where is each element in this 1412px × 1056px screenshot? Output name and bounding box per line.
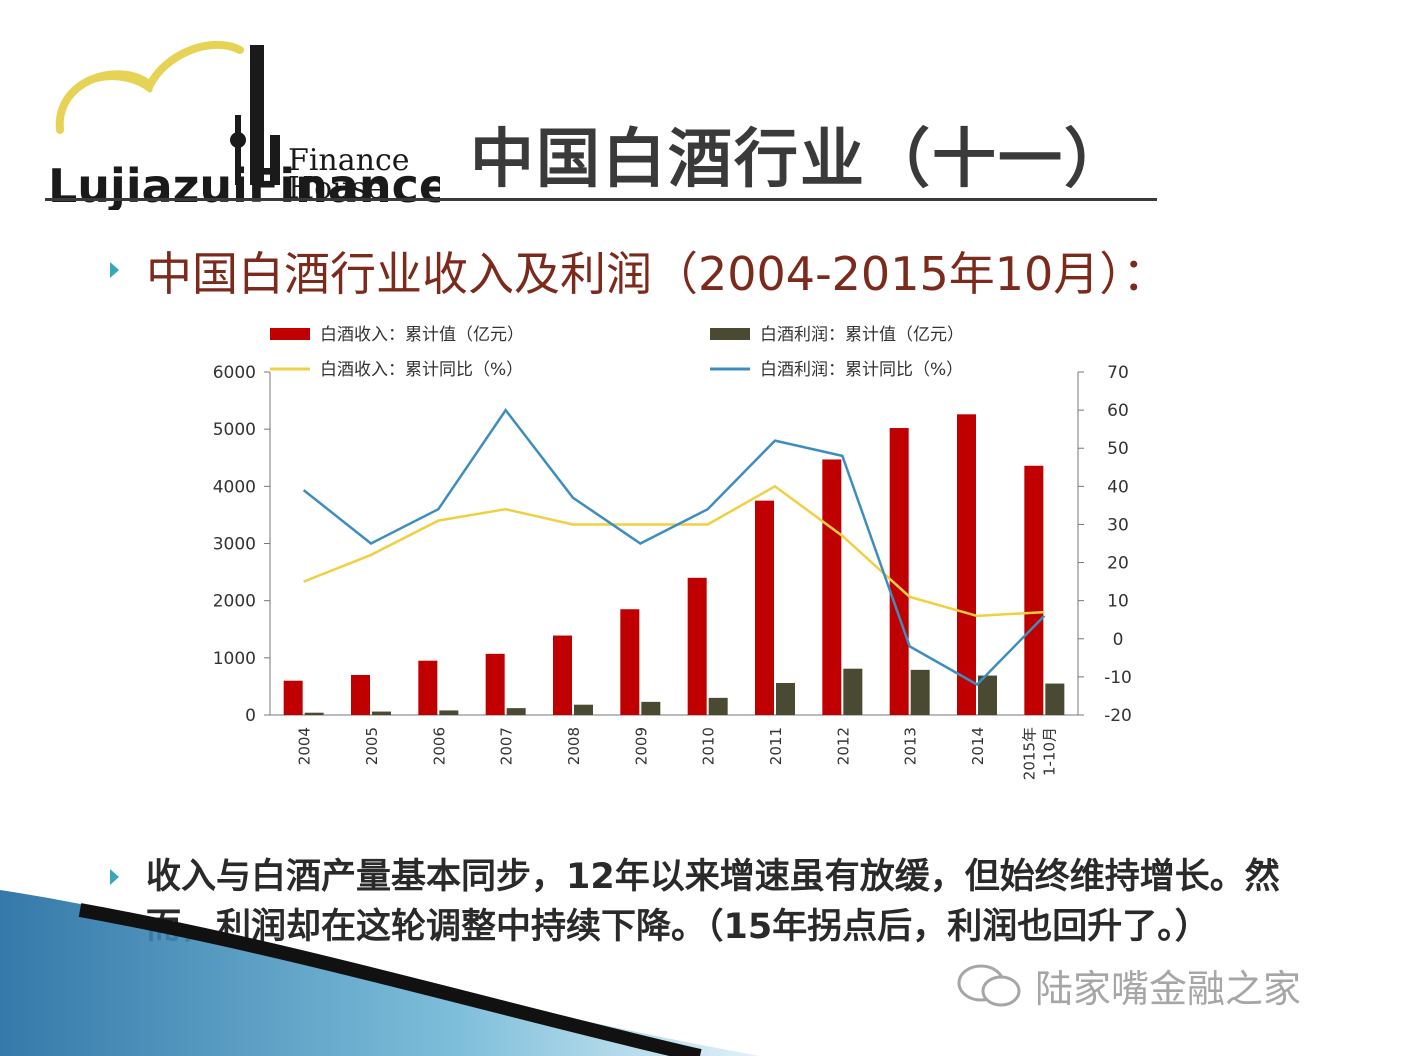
bar-revenue (553, 635, 572, 715)
bar-profit (574, 704, 593, 715)
x-tick-label: 2014 (969, 727, 987, 765)
slide-title: 中国白酒行业（十一） (470, 123, 1130, 197)
x-tick-label: 2008 (565, 727, 583, 765)
watermark-text: 陆家嘴金融之家 (1035, 967, 1302, 1011)
x-tick-label: 2009 (632, 727, 650, 765)
x-tick-label: 2004 (296, 727, 314, 765)
x-tick-label: 2006 (430, 727, 448, 765)
bar-profit (439, 710, 459, 715)
watermark: 陆家嘴金融之家 (955, 958, 1301, 1013)
chart-subtitle: 中国白酒行业收入及利润（2004-2015年10月）： (146, 247, 1169, 301)
x-tick-label: 2015年 (1020, 727, 1038, 780)
body-text: 收入与白酒产量基本同步，12年以来增速虽有放缓，但始终维持增长。然而，利润却在这… (146, 857, 1280, 947)
legend-label: 白酒利润：累计值（亿元） (760, 325, 964, 345)
bar-revenue (957, 414, 976, 715)
bar-profit (304, 712, 324, 715)
bar-revenue (822, 459, 842, 715)
left-tick-label: 0 (245, 706, 256, 726)
legend-label: 白酒收入：累计值（亿元） (320, 325, 524, 345)
x-tick-label: 2007 (498, 727, 516, 765)
right-tick-label: 50 (1107, 439, 1129, 459)
right-tick-label: 30 (1107, 515, 1129, 535)
bar-profit (372, 711, 391, 715)
bar-profit (910, 669, 930, 715)
x-tick-label: 2012 (834, 727, 852, 765)
right-tick-label: 70 (1107, 363, 1129, 383)
left-tick-label: 3000 (213, 535, 256, 555)
line-series-profit-yoy (302, 407, 1046, 687)
right-tick-label: -20 (1104, 706, 1132, 726)
right-tick-label: 10 (1107, 592, 1129, 612)
right-tick-label: -10 (1104, 668, 1132, 688)
legend-label: 白酒利润：累计同比（%） (760, 360, 963, 380)
left-tick-label: 6000 (213, 363, 256, 383)
left-tick-label: 2000 (213, 592, 256, 612)
x-tick-label: 2011 (767, 727, 785, 765)
bar-revenue (351, 674, 370, 715)
right-tick-label: 20 (1107, 554, 1129, 574)
logo-text-lujiazui: LujiazuiFinance House (48, 159, 440, 210)
bar-profit (843, 668, 863, 715)
bar-profit (776, 682, 795, 715)
bar-revenue (755, 500, 774, 715)
x-tick-label: 2005 (363, 727, 381, 765)
bar-profit (1045, 683, 1065, 715)
logo-text-finance: Finance (288, 143, 410, 178)
chart: 0 1000 2000 3000 4000 5000 6000 -20 -10 0 10 20 30 40… (213, 325, 1132, 780)
right-tick-label: 40 (1107, 477, 1129, 497)
bar-revenue (418, 660, 438, 715)
bullet-icon-2 (110, 869, 119, 885)
bar-profit (708, 697, 728, 715)
title-divider (45, 198, 1157, 201)
line-series-revenue-yoy (303, 484, 1045, 618)
right-tick-label: 60 (1107, 401, 1129, 421)
x-tick-label: 2013 (902, 727, 920, 765)
left-tick-label: 4000 (213, 477, 256, 497)
logo: LujiazuiFinance House Finance House (48, 41, 440, 210)
left-tick-label: 1000 (213, 649, 256, 669)
bar-revenue (283, 680, 303, 715)
x-tick-label: 2010 (700, 727, 718, 765)
legend-swatch (270, 328, 310, 340)
x-tick-label: 1-10月 (1040, 727, 1058, 776)
legend-swatch (710, 328, 750, 340)
decorative-wave (0, 890, 760, 1056)
bar-revenue (1024, 465, 1044, 715)
bar-profit (506, 708, 526, 715)
bar-revenue (687, 577, 707, 715)
bullet-icon (110, 262, 119, 278)
right-tick-label: 0 (1113, 630, 1124, 650)
bar-revenue (620, 609, 640, 715)
bar-revenue (889, 428, 909, 715)
bar-revenue (485, 653, 505, 715)
left-tick-label: 5000 (213, 420, 256, 440)
wechat-icon (957, 964, 1021, 1006)
legend-label: 白酒收入：累计同比（%） (320, 360, 523, 380)
bar-profit (641, 701, 661, 715)
bar-profit (978, 675, 997, 715)
